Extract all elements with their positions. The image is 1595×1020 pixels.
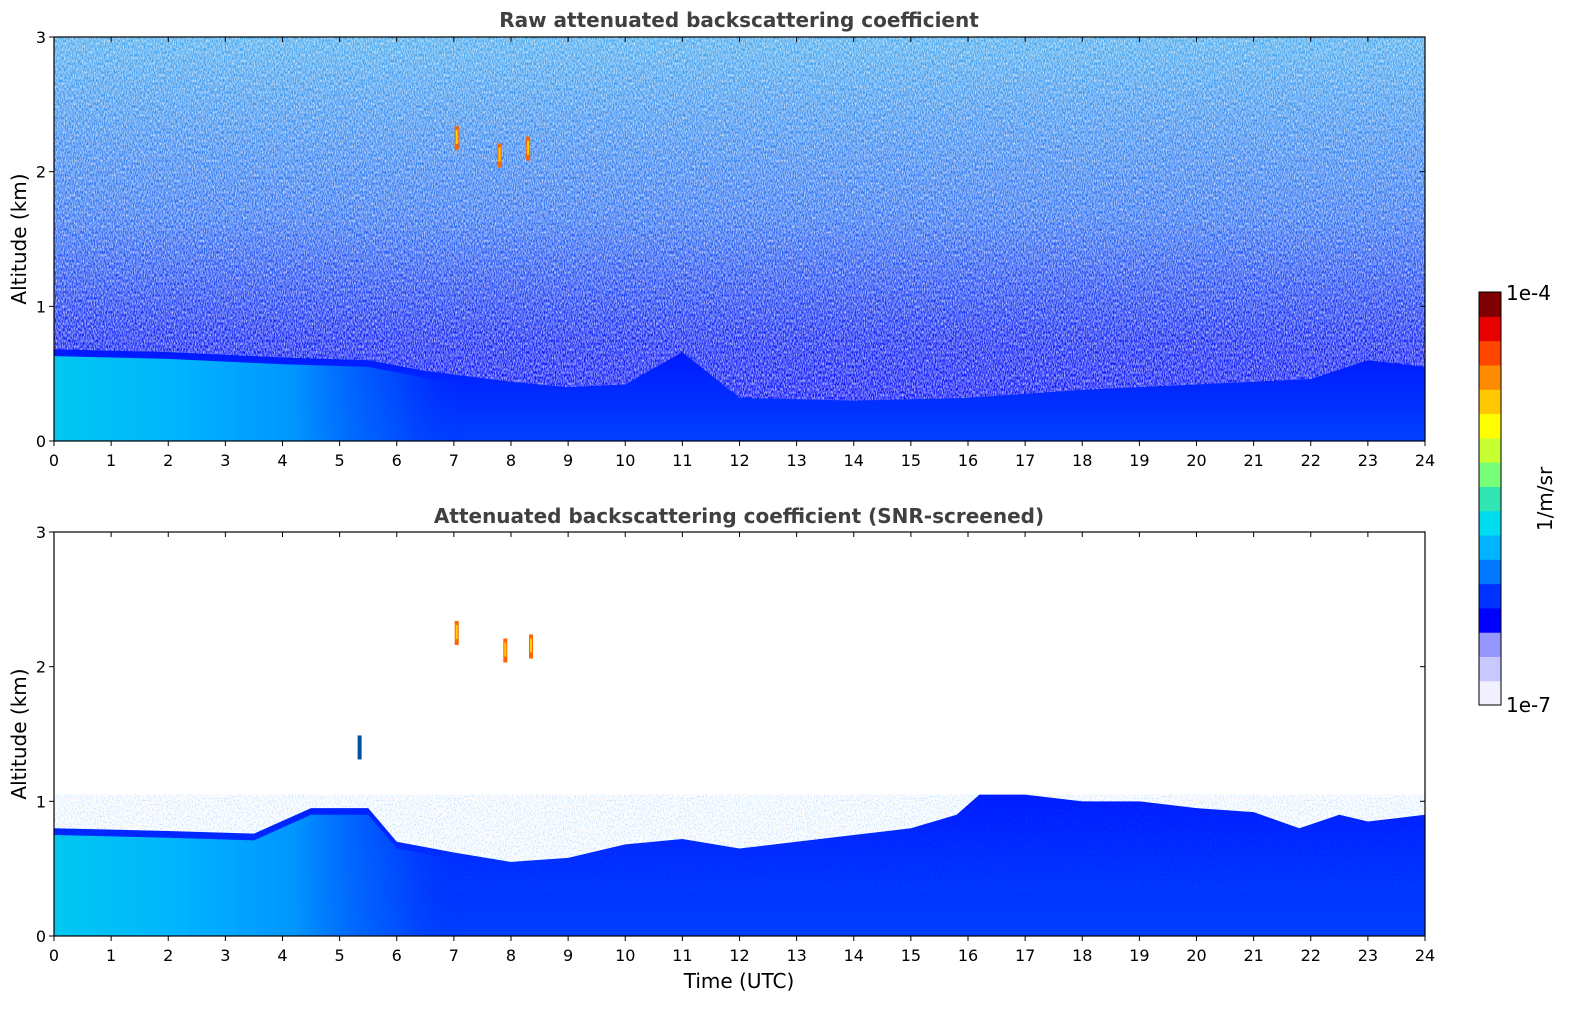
p1-xtick-label: 21 — [1243, 451, 1263, 470]
colorbar-segment — [1479, 559, 1501, 585]
p2-xtick-label: 21 — [1243, 946, 1263, 965]
p2-feature-plume — [357, 735, 362, 760]
p2-xtick-label: 7 — [449, 946, 459, 965]
p1-xtick-label: 8 — [506, 451, 516, 470]
colorbar-segment — [1479, 316, 1501, 342]
p1-xtick-label: 17 — [1015, 451, 1035, 470]
p2-xtick-label: 14 — [844, 946, 864, 965]
p1-ytick-label: 0 — [36, 432, 46, 451]
colorbar-segment — [1479, 437, 1501, 463]
colorbar-segment — [1479, 607, 1501, 633]
p1-feature-cloud-core — [455, 130, 458, 144]
panel2-aerosol-layer — [54, 814, 740, 936]
p1-xtick-label: 10 — [615, 451, 635, 470]
p2-xtick-label: 12 — [729, 946, 749, 965]
panel1-heatmap — [54, 37, 1425, 441]
p2-xtick-label: 24 — [1415, 946, 1435, 965]
p2-ytick-label: 0 — [36, 927, 46, 946]
p1-xtick-label: 6 — [392, 451, 402, 470]
p2-xtick-label: 15 — [901, 946, 921, 965]
p2-xtick-label: 0 — [49, 946, 59, 965]
p2-xtick-label: 1 — [106, 946, 116, 965]
colorbar-segment — [1479, 389, 1501, 415]
p1-xtick-label: 0 — [49, 451, 59, 470]
colorbar-segment — [1479, 486, 1501, 512]
p1-xtick-label: 12 — [729, 451, 749, 470]
p1-xtick-label: 9 — [563, 451, 573, 470]
p2-xtick-label: 23 — [1358, 946, 1378, 965]
p2-xtick-label: 9 — [563, 946, 573, 965]
p2-xtick-label: 3 — [220, 946, 230, 965]
p1-xtick-label: 7 — [449, 451, 459, 470]
p1-xtick-label: 1 — [106, 451, 116, 470]
colorbar-segment — [1479, 680, 1501, 706]
p2-xtick-label: 6 — [392, 946, 402, 965]
panel2-xlabel: Time (UTC) — [683, 969, 795, 993]
p1-xtick-label: 16 — [958, 451, 978, 470]
colorbar-segment — [1479, 292, 1501, 317]
colorbar-segment — [1479, 656, 1501, 682]
colorbar-segment — [1479, 632, 1501, 658]
p1-xtick-label: 13 — [786, 451, 806, 470]
p2-xtick-label: 22 — [1301, 946, 1321, 965]
p1-xtick-label: 23 — [1358, 451, 1378, 470]
p1-feature-cloud-core — [527, 140, 530, 155]
colorbar-segment — [1479, 510, 1501, 536]
panel1-ylabel: Altitude (km) — [7, 173, 31, 304]
p1-xtick-label: 20 — [1186, 451, 1206, 470]
panel1-title: Raw attenuated backscattering coefficien… — [499, 8, 979, 32]
panel2-title: Attenuated backscattering coefficient (S… — [434, 504, 1044, 528]
colorbar-segment — [1479, 583, 1501, 609]
p2-xtick-label: 5 — [335, 946, 345, 965]
p2-xtick-label: 11 — [672, 946, 692, 965]
panel1-aerosol-layer — [54, 356, 740, 441]
p1-xtick-label: 19 — [1129, 451, 1149, 470]
p2-xtick-label: 2 — [163, 946, 173, 965]
p2-xtick-label: 18 — [1072, 946, 1092, 965]
p1-xtick-label: 4 — [277, 451, 287, 470]
p1-xtick-label: 5 — [335, 451, 345, 470]
p1-xtick-label: 24 — [1415, 451, 1435, 470]
p2-ytick-label: 3 — [36, 523, 46, 542]
p2-feature-cloud-core — [504, 642, 507, 657]
p1-feature-cloud-core — [498, 147, 501, 162]
colorbar-segment — [1479, 364, 1501, 390]
panel2-heatmap — [54, 532, 1425, 936]
colorbar-label: 1/m/sr — [1533, 466, 1557, 531]
p2-xtick-label: 4 — [277, 946, 287, 965]
p1-xtick-label: 14 — [844, 451, 864, 470]
p2-feature-cloud-core — [455, 625, 458, 639]
colorbar-segment — [1479, 340, 1501, 366]
p1-xtick-label: 22 — [1301, 451, 1321, 470]
colorbar-min-label: 1e-7 — [1506, 693, 1551, 717]
p1-xtick-label: 15 — [901, 451, 921, 470]
p1-xtick-label: 3 — [220, 451, 230, 470]
p2-xtick-label: 10 — [615, 946, 635, 965]
p1-ytick-label: 3 — [36, 28, 46, 47]
p1-xtick-label: 11 — [672, 451, 692, 470]
p2-xtick-label: 13 — [786, 946, 806, 965]
colorbar-segment — [1479, 413, 1501, 439]
p1-xtick-label: 18 — [1072, 451, 1092, 470]
p2-ytick-label: 2 — [36, 658, 46, 677]
p2-ytick-label: 1 — [36, 792, 46, 811]
panel2-ylabel: Altitude (km) — [7, 668, 31, 799]
p1-ytick-label: 2 — [36, 163, 46, 182]
p2-xtick-label: 17 — [1015, 946, 1035, 965]
p2-xtick-label: 20 — [1186, 946, 1206, 965]
colorbar-max-label: 1e-4 — [1506, 281, 1551, 305]
colorbar — [1479, 292, 1501, 706]
p2-feature-cloud-core — [529, 638, 532, 653]
p2-xtick-label: 19 — [1129, 946, 1149, 965]
p1-ytick-label: 1 — [36, 297, 46, 316]
colorbar-segment — [1479, 462, 1501, 487]
p2-xtick-label: 16 — [958, 946, 978, 965]
p2-xtick-label: 8 — [506, 946, 516, 965]
colorbar-segment — [1479, 534, 1501, 560]
colorbar-frame — [1478, 291, 1502, 706]
p1-xtick-label: 2 — [163, 451, 173, 470]
